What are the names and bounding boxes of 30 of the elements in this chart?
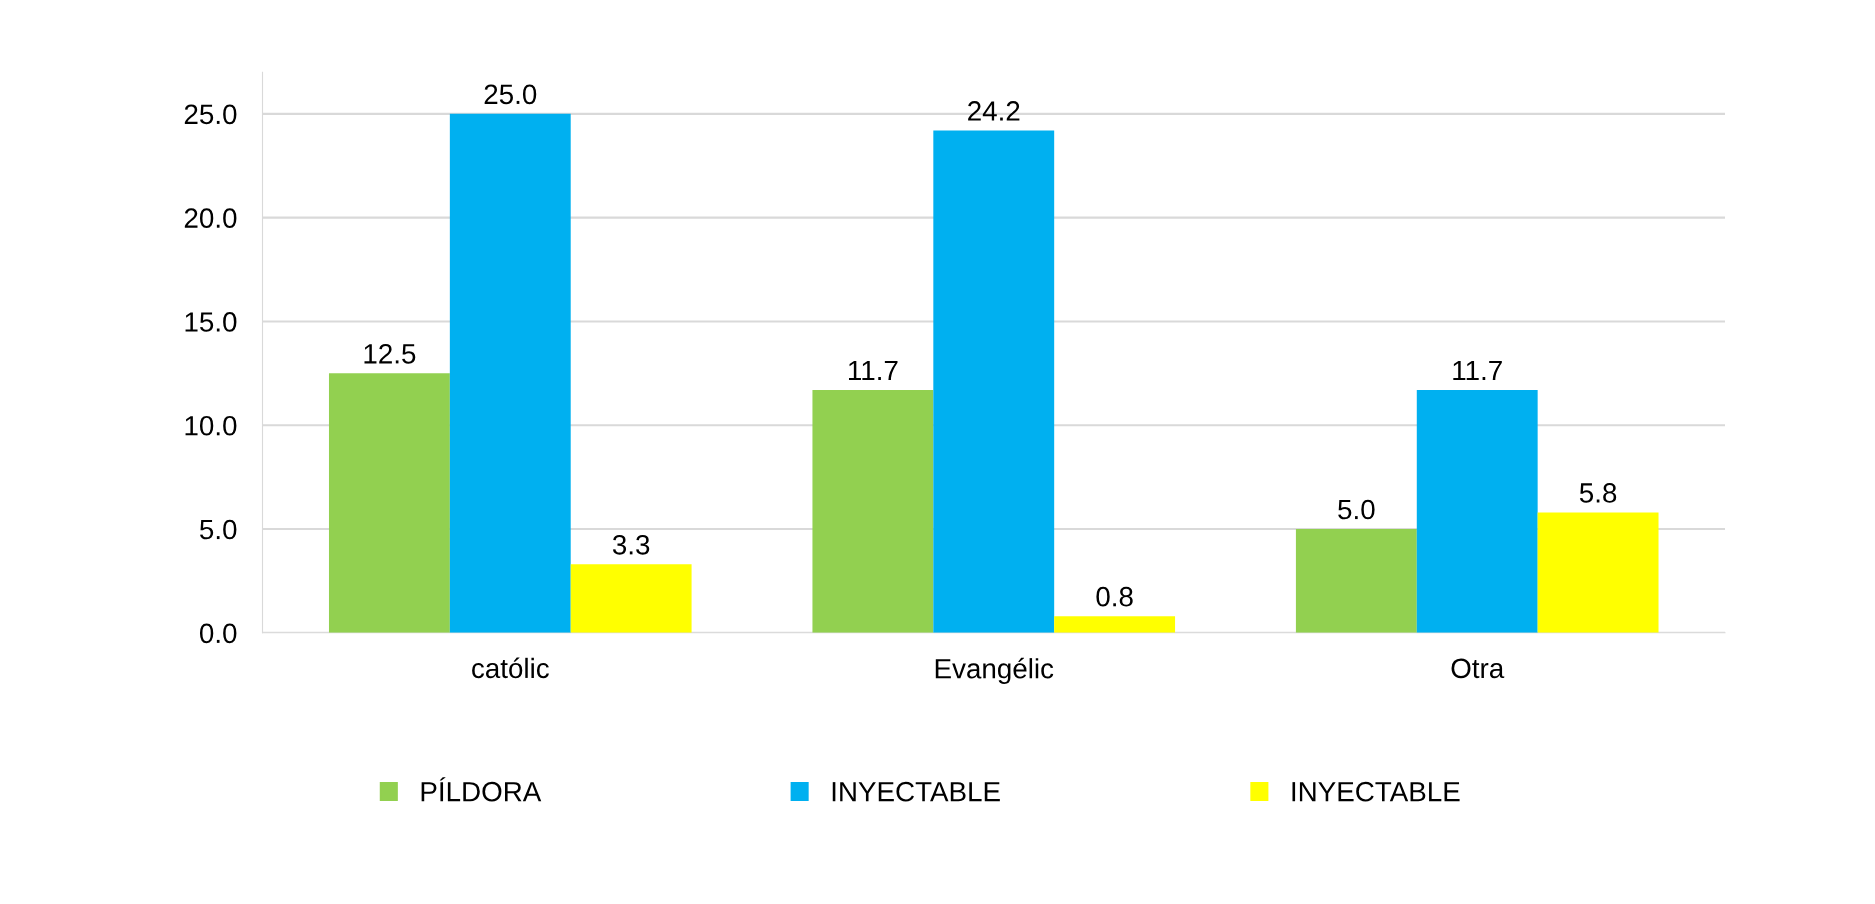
y-tick-label: 5.0 bbox=[200, 519, 237, 540]
text: 24.2 bbox=[968, 101, 1020, 121]
bar bbox=[933, 130, 1055, 633]
text: 0.8 bbox=[1096, 586, 1133, 607]
bar bbox=[328, 373, 450, 633]
x-tick-label: Otra bbox=[1451, 658, 1505, 679]
x-tick-label: Evangélic bbox=[935, 657, 1054, 685]
bar bbox=[812, 389, 934, 633]
y-tick-label: 15.0 bbox=[185, 312, 237, 332]
x-tick-label: católic bbox=[472, 657, 549, 679]
legend-label: INYECTABLE bbox=[1292, 781, 1460, 802]
legend-label: INYECTABLE bbox=[832, 781, 1000, 802]
bar bbox=[1295, 529, 1417, 633]
text: 12.5 bbox=[364, 343, 416, 364]
bar bbox=[1537, 512, 1659, 633]
text: 25.0 bbox=[484, 84, 537, 105]
y-tick-label: 25.0 bbox=[184, 104, 237, 125]
text: 3.3 bbox=[612, 534, 650, 555]
text: 5.0 bbox=[1338, 499, 1375, 520]
text: 5.8 bbox=[1579, 483, 1617, 503]
y-tick-label: 0.0 bbox=[199, 623, 237, 644]
bar bbox=[570, 564, 692, 633]
y-tick-label: 20.0 bbox=[184, 208, 237, 228]
bar bbox=[1054, 616, 1176, 633]
bar bbox=[1416, 389, 1538, 633]
y-tick-label: 10.0 bbox=[185, 415, 237, 436]
text: 11.7 bbox=[1453, 360, 1502, 380]
legend-label: PÍLDORA bbox=[421, 777, 542, 802]
bar bbox=[449, 113, 571, 633]
text: 11.7 bbox=[849, 360, 898, 380]
